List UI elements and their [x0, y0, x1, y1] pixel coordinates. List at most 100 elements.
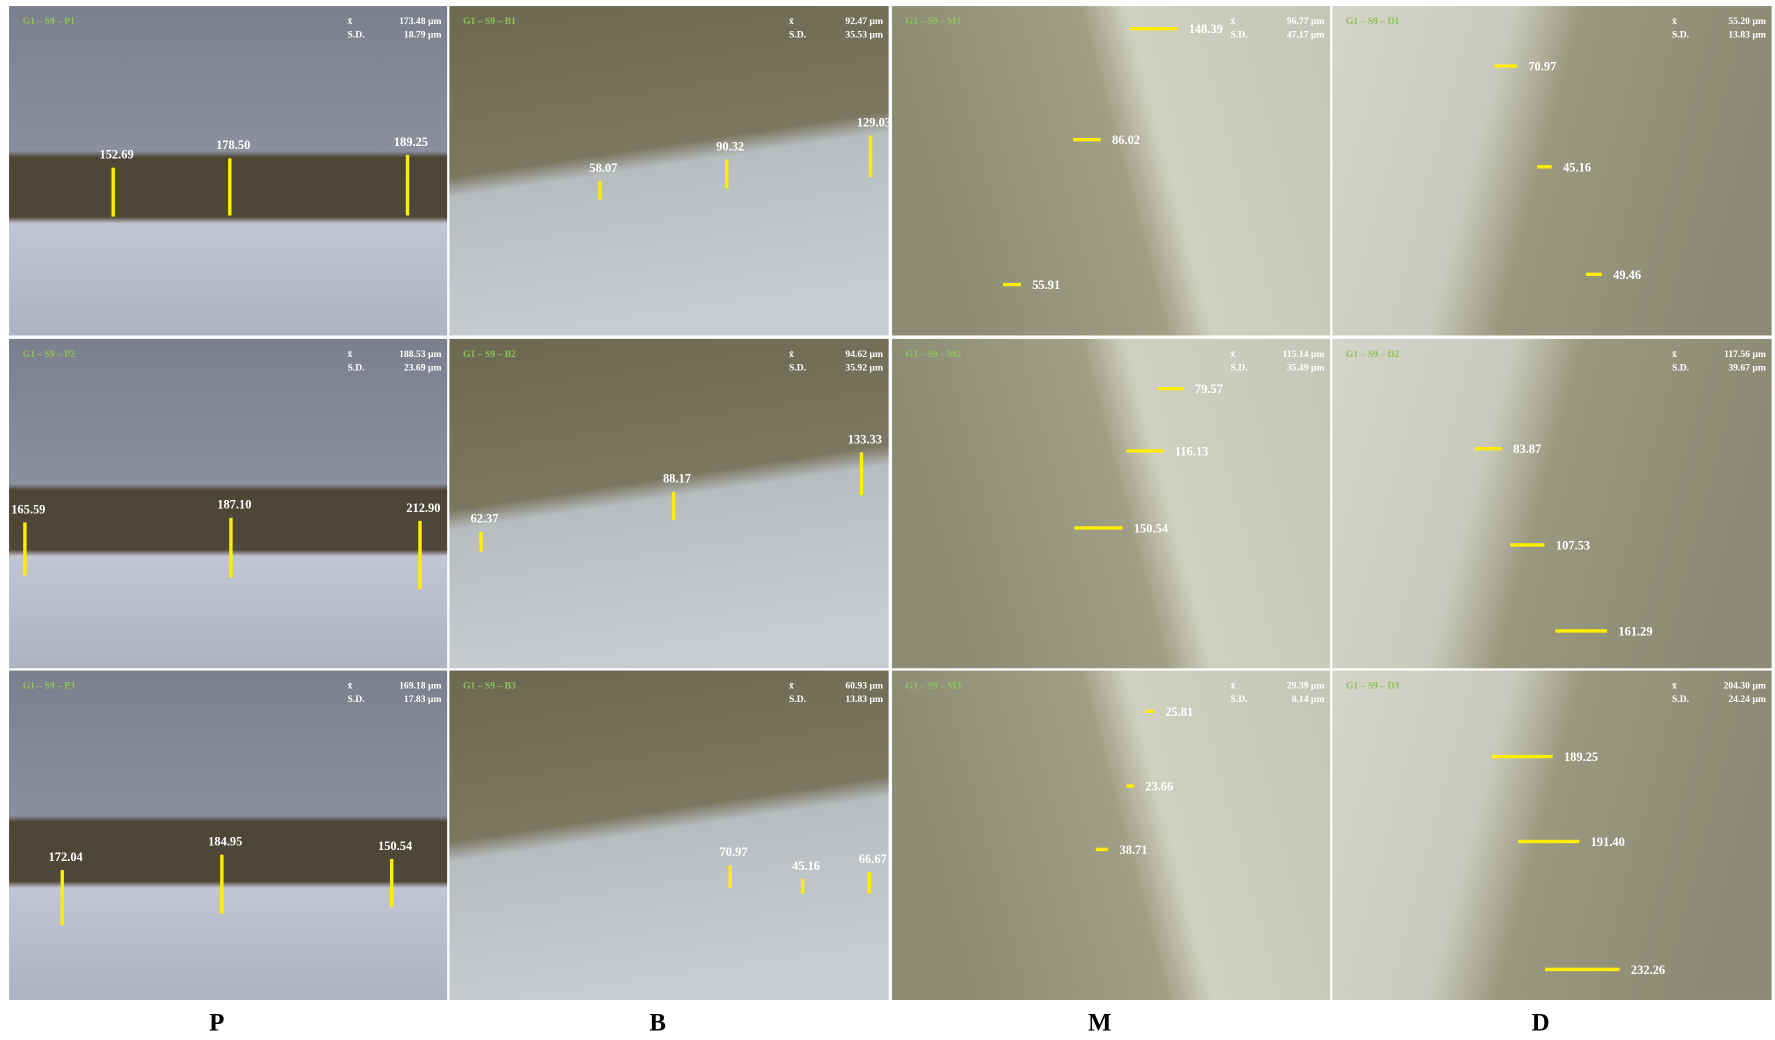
panel-title: G1 – S9 – B2 — [463, 349, 516, 360]
measurement-bar — [406, 155, 409, 216]
measurement-bar — [23, 522, 26, 575]
measurement-label: 212.90 — [406, 501, 440, 515]
measurement-bar — [1492, 755, 1553, 758]
mean-symbol: x̄ — [789, 16, 794, 27]
micrograph — [892, 6, 1330, 335]
measurement-bar — [1126, 784, 1134, 787]
mean-symbol: x̄ — [1672, 349, 1677, 360]
sd-value: 47.17 µm — [1287, 30, 1325, 41]
measurement-label: 70.97 — [720, 845, 748, 859]
panel-title: G1 – S9 – M2 — [906, 349, 962, 360]
measurement-label: 23.66 — [1145, 780, 1173, 794]
measurement-bar — [869, 136, 872, 177]
mean-symbol: x̄ — [1672, 681, 1677, 692]
measurement-label: 70.97 — [1528, 60, 1556, 74]
sd-label: S.D. — [1231, 30, 1248, 41]
measurement-bar — [1555, 629, 1607, 632]
sd-value: 13.83 µm — [845, 694, 883, 705]
measurement-label: 161.29 — [1618, 624, 1652, 638]
measurement-label: 148.39 — [1189, 22, 1223, 36]
measurement-bar — [801, 879, 804, 893]
measurement-bar — [1545, 968, 1619, 971]
measurement-bar — [1146, 710, 1154, 713]
micrograph — [892, 339, 1330, 668]
micrograph — [892, 671, 1330, 1000]
mean-symbol: x̄ — [1231, 349, 1236, 360]
mean-value: 94.62 µm — [845, 349, 883, 360]
column-label: B — [649, 1010, 666, 1037]
measurement-label: 129.03 — [857, 116, 891, 130]
micrograph — [449, 339, 888, 668]
measurement-bar — [725, 159, 728, 188]
panel-title: G1 – S9 – P2 — [23, 349, 76, 360]
measurement-bar — [728, 865, 731, 888]
column-label: D — [1532, 1010, 1550, 1037]
mean-value: 115.14 µm — [1283, 349, 1325, 360]
measurement-bar — [229, 518, 232, 578]
measurement-label: 49.46 — [1613, 268, 1641, 282]
sd-label: S.D. — [1231, 694, 1248, 705]
measurement-bar — [112, 168, 115, 217]
mean-symbol: x̄ — [348, 16, 353, 27]
panel-title: G1 – S9 – B1 — [463, 16, 516, 27]
mean-value: 173.48 µm — [399, 16, 441, 27]
sd-label: S.D. — [789, 694, 806, 705]
measurement-label: 66.67 — [859, 852, 887, 866]
measurement-bar — [1130, 27, 1178, 30]
measurement-label: 58.07 — [589, 161, 617, 175]
sd-label: S.D. — [789, 363, 806, 374]
sd-value: 35.53 µm — [845, 30, 883, 41]
measurement-label: 152.69 — [99, 148, 133, 162]
mean-value: 188.53 µm — [399, 349, 441, 360]
measurement-label: 189.25 — [1564, 750, 1598, 764]
measurement-bar — [1510, 543, 1544, 546]
sd-label: S.D. — [1231, 363, 1248, 374]
sd-label: S.D. — [348, 694, 365, 705]
measurement-bar — [1003, 283, 1021, 286]
mean-value: 96.77 µm — [1287, 16, 1325, 27]
sd-label: S.D. — [789, 30, 806, 41]
sd-value: 39.67 µm — [1728, 363, 1766, 374]
micrograph — [1332, 671, 1771, 1000]
measurement-label: 86.02 — [1112, 133, 1140, 147]
measurement-bar — [1475, 447, 1502, 450]
measurement-bar — [868, 872, 871, 893]
measurement-bar — [479, 532, 482, 552]
sd-label: S.D. — [1672, 30, 1689, 41]
sd-label: S.D. — [348, 30, 365, 41]
measurement-label: 232.26 — [1631, 963, 1665, 977]
measurement-label: 55.91 — [1032, 278, 1060, 292]
panel-title: G1 – S9 – D2 — [1346, 349, 1400, 360]
mean-symbol: x̄ — [348, 681, 353, 692]
measurement-bar — [1096, 848, 1108, 851]
mean-symbol: x̄ — [348, 349, 353, 360]
mean-symbol: x̄ — [789, 681, 794, 692]
measurement-label: 184.95 — [208, 835, 242, 849]
measurement-bar — [1126, 449, 1163, 452]
measurement-label: 45.16 — [1563, 160, 1591, 174]
sd-value: 18.79 µm — [404, 30, 442, 41]
measurement-bar — [672, 492, 675, 520]
sd-value: 8.14 µm — [1292, 694, 1325, 705]
measurement-bar — [598, 181, 601, 200]
measurement-bar — [418, 521, 421, 589]
sd-label: S.D. — [1672, 694, 1689, 705]
page: {"panels":[ {"title":"G1 – S9 – P1","mea… — [0, 0, 1775, 1040]
mean-symbol: x̄ — [1231, 16, 1236, 27]
micrograph — [1332, 6, 1771, 335]
mean-value: 117.56 µm — [1724, 349, 1766, 360]
measurement-bar — [228, 158, 231, 215]
measurement-label: 191.40 — [1591, 835, 1625, 849]
measurement-label: 165.59 — [11, 502, 45, 516]
panel-title: G1 – S9 – M1 — [906, 16, 962, 27]
measurement-label: 38.71 — [1120, 843, 1148, 857]
measurement-label: 90.32 — [716, 139, 744, 153]
measurement-bar — [390, 859, 393, 907]
sd-value: 35.49 µm — [1287, 363, 1325, 374]
measurement-label: 178.50 — [216, 138, 250, 152]
measurement-label: 187.10 — [217, 498, 251, 512]
mean-value: 204.30 µm — [1724, 681, 1766, 692]
column-label: M — [1088, 1010, 1112, 1037]
sd-label: S.D. — [1672, 363, 1689, 374]
sd-value: 13.83 µm — [1728, 30, 1766, 41]
